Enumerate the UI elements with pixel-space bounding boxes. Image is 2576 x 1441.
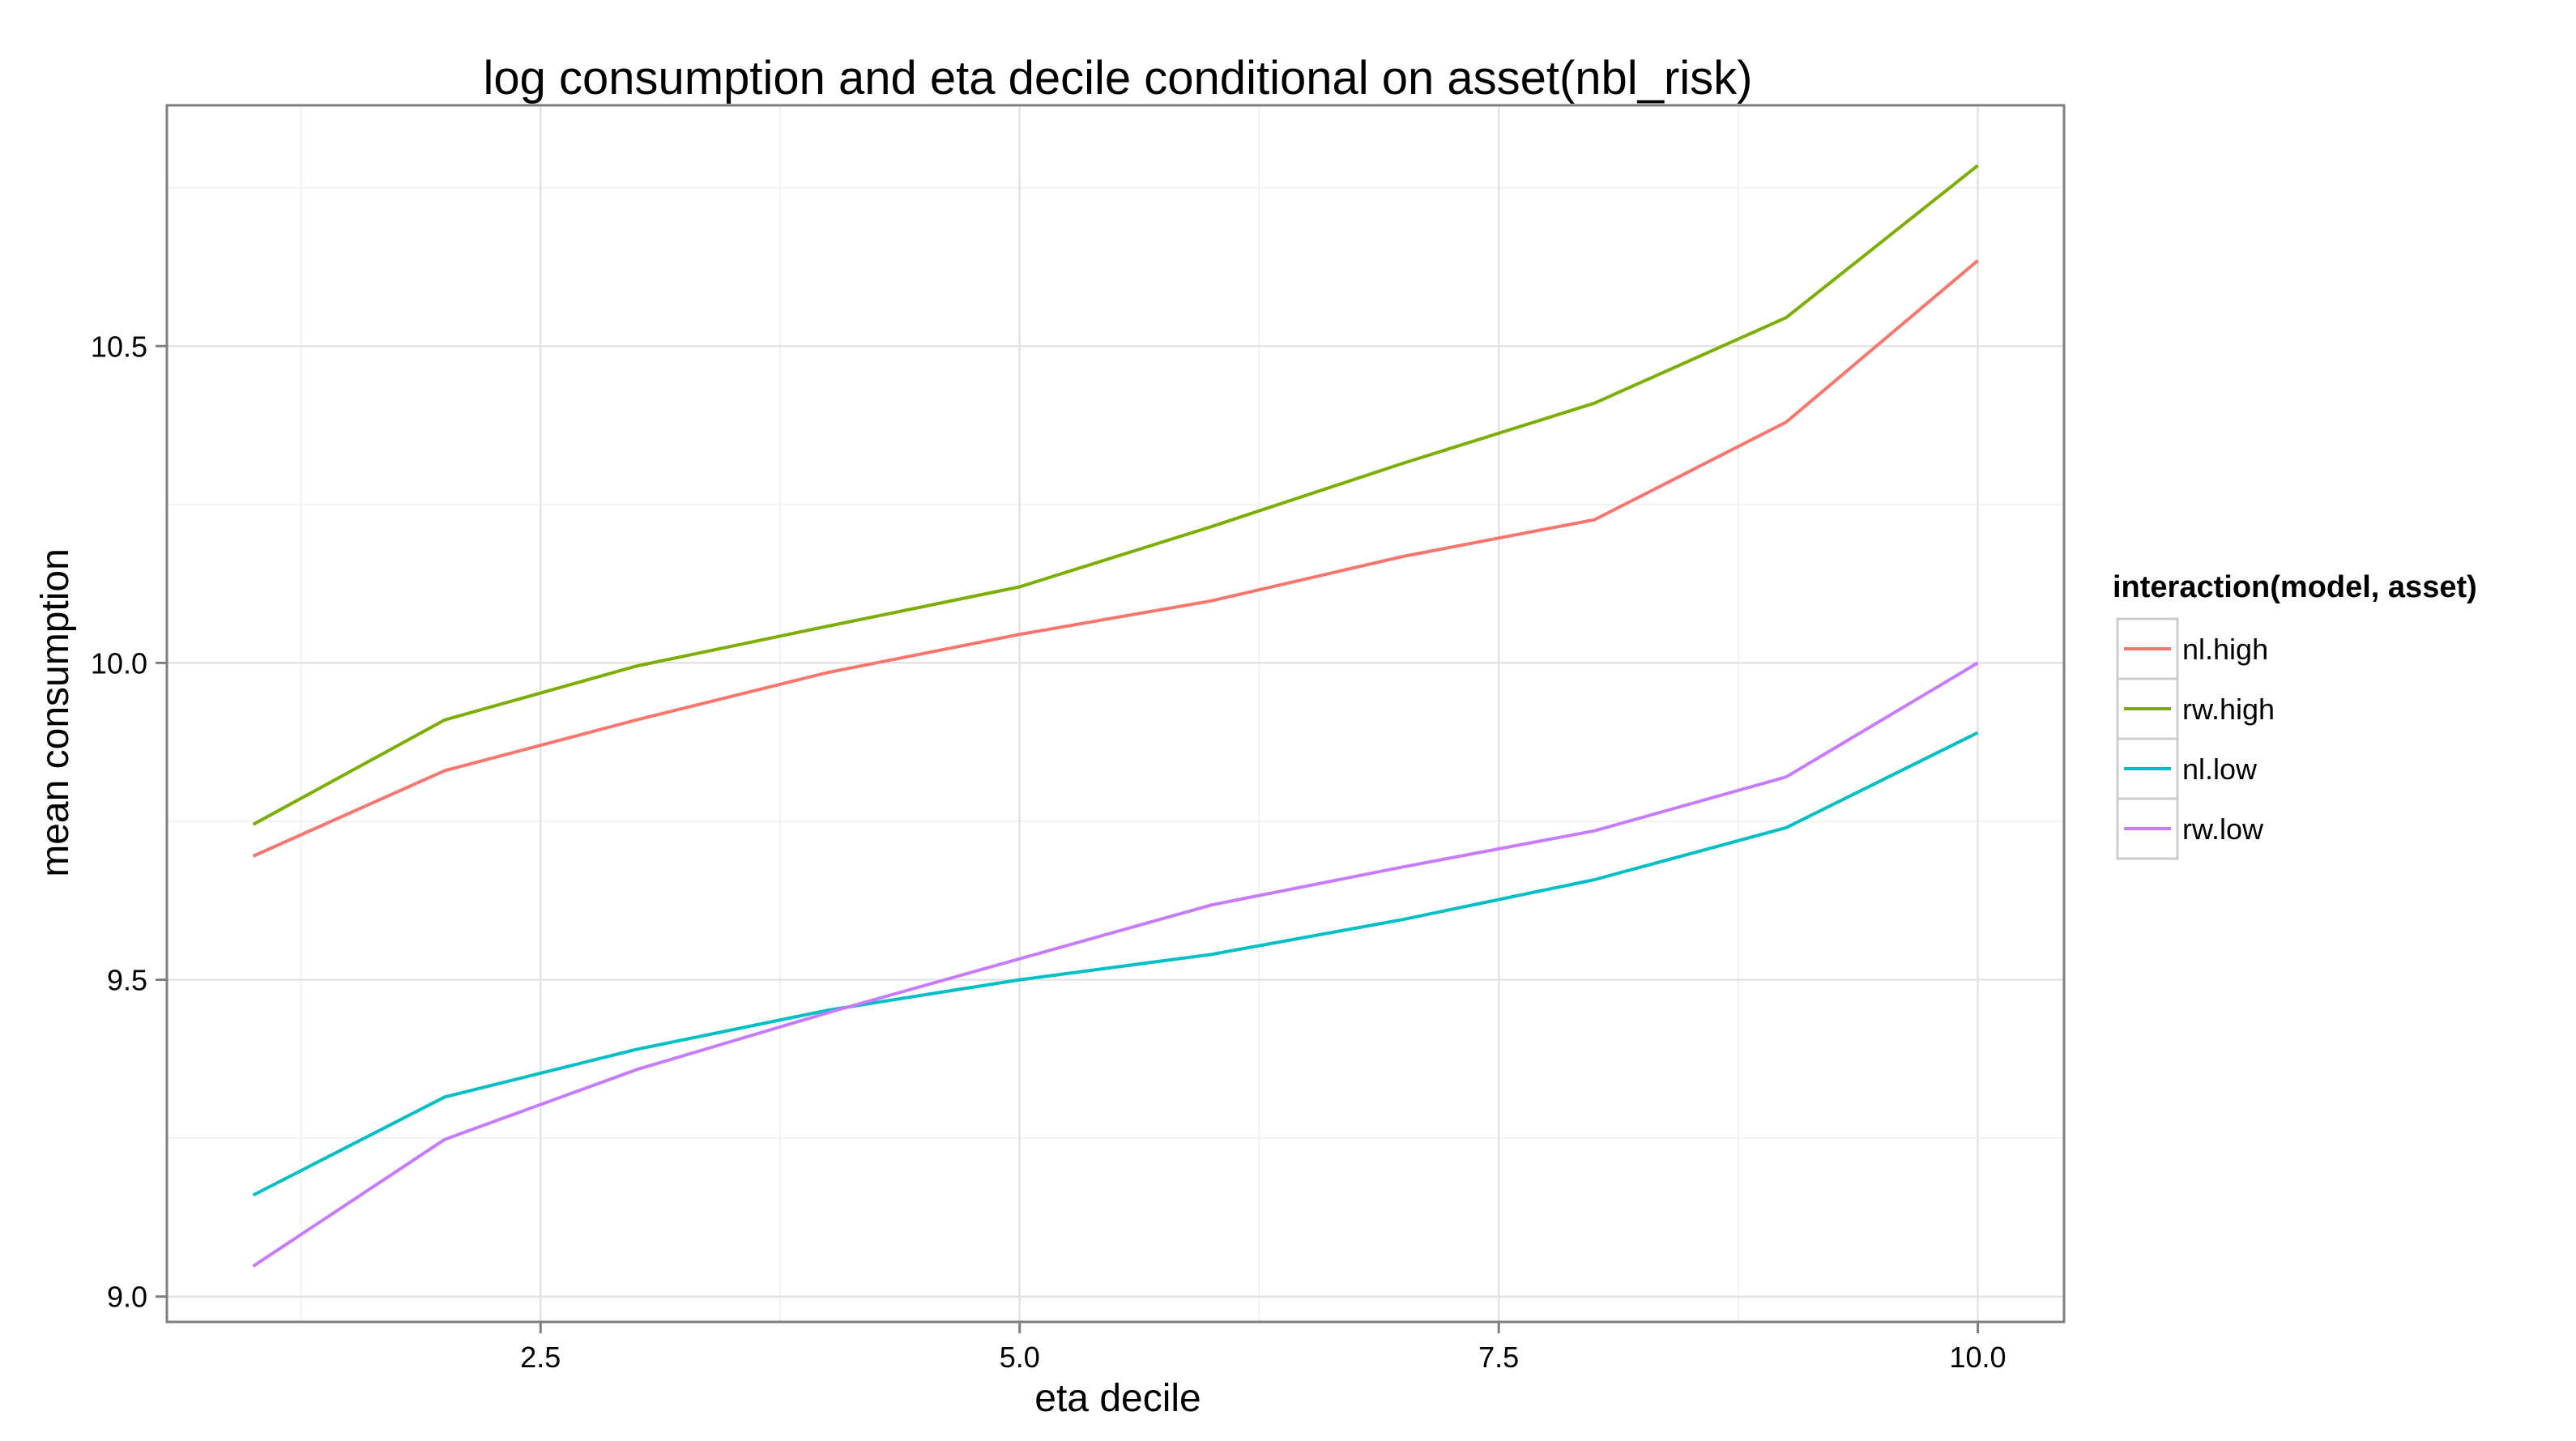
series-line-rw.low: [252, 661, 1979, 1268]
plot-background: [167, 105, 2064, 1322]
series-line-nl.low: [252, 731, 1979, 1197]
x-tick-label: 2.5: [520, 1341, 561, 1374]
x-axis: 2.5 5.0 7.5 10.0: [520, 1322, 2007, 1374]
x-tick-label: 10.0: [1950, 1341, 2007, 1374]
legend-label: nl.high: [2182, 633, 2268, 666]
minor-grid: [167, 105, 2064, 1322]
legend-label: rw.high: [2182, 693, 2275, 726]
x-tick-label: 5.0: [1000, 1341, 1040, 1374]
plot-panel: [165, 104, 2066, 1324]
legend: interaction(model, asset) nl.high rw.high…: [2113, 570, 2477, 860]
y-tick-label: 9.5: [107, 964, 147, 997]
x-axis-label: eta decile: [1034, 1377, 1201, 1420]
chart-title: log consumption and eta decile condition…: [484, 52, 1753, 104]
major-grid: [167, 105, 2064, 1322]
legend-label: rw.low: [2182, 812, 2264, 846]
y-tick-label: 10.0: [91, 646, 147, 680]
plot-border: [165, 104, 2066, 1324]
series-line-rw.high: [252, 164, 1979, 826]
y-axis-label: mean consumption: [34, 548, 77, 877]
y-tick-label: 10.5: [91, 330, 147, 363]
y-tick-label: 9.0: [107, 1281, 147, 1314]
series-line-nl.high: [252, 259, 1979, 858]
legend-label: nl.low: [2182, 752, 2258, 786]
y-axis: 9.0 9.5 10.0 10.5: [91, 330, 167, 1314]
series-lines: [252, 164, 1979, 1268]
legend-title: interaction(model, asset): [2113, 570, 2477, 604]
x-tick-label: 7.5: [1478, 1341, 1519, 1374]
legend-items: nl.high rw.high nl.low rw.low: [2116, 617, 2275, 860]
